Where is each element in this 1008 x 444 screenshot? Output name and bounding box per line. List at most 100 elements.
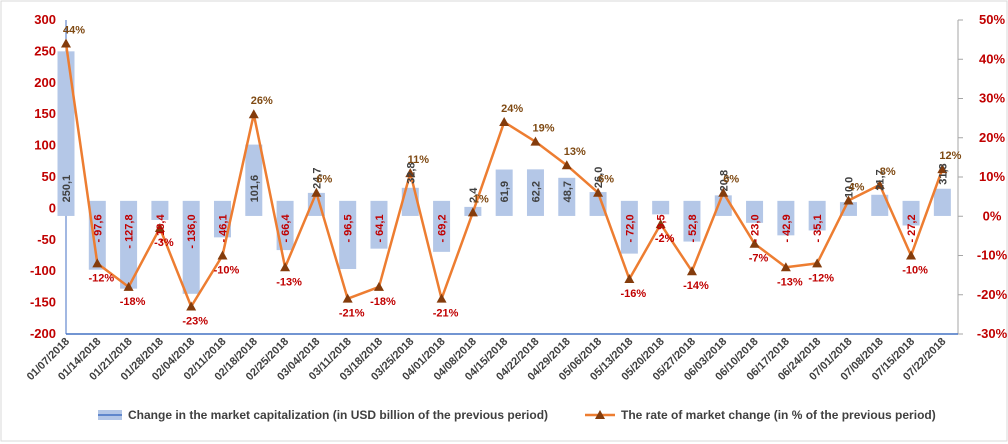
rate-value-label: -7% [749, 253, 769, 265]
bar-value-label: - 97,6 [92, 214, 104, 242]
rate-marker [780, 262, 791, 272]
bar-value-label: 250,1 [61, 175, 73, 203]
rate-value-label: 44% [63, 25, 85, 37]
bar-value-label: - 35,1 [812, 214, 824, 242]
bar-value-label: - 27,2 [906, 214, 918, 242]
bar-value-label: - 9,5 [656, 214, 668, 236]
bar-value-label: 21,7 [875, 169, 887, 190]
rate-value-label: -13% [276, 276, 302, 288]
bar [902, 200, 920, 226]
rate-value-label: -2% [655, 233, 675, 245]
right-tick-label: 40% [979, 51, 1005, 66]
left-tick-label: 100 [34, 138, 56, 153]
rate-marker [467, 207, 478, 217]
bar-value-label: 32,8 [405, 162, 417, 183]
rate-value-label: -14% [683, 280, 709, 292]
bar-value-label: - 136,0 [186, 214, 198, 248]
bar [652, 200, 670, 215]
bar [245, 144, 263, 216]
bar [339, 200, 357, 270]
rate-value-label: -18% [370, 296, 396, 308]
rate-value-label: -10% [902, 265, 928, 277]
bar [120, 200, 138, 289]
rate-marker [812, 258, 823, 268]
bar [182, 200, 200, 294]
rate-value-label: -16% [621, 288, 647, 300]
rate-value-label: -3% [154, 237, 174, 249]
rate-value-label: 4% [849, 182, 865, 194]
rate-value-label: 6% [316, 174, 332, 186]
left-tick-label: 300 [34, 12, 56, 27]
bar [526, 169, 544, 216]
rate-value-label: -23% [182, 316, 208, 328]
bar-value-label: - 42,9 [781, 214, 793, 242]
bar [558, 177, 576, 216]
bar [871, 194, 889, 216]
bar [370, 200, 388, 249]
rate-marker [561, 160, 572, 170]
rate-marker [248, 109, 259, 119]
rate-marker [749, 238, 760, 248]
rate-marker [373, 281, 384, 291]
bar [495, 169, 513, 216]
bar [808, 200, 826, 231]
rate-value-label: -10% [214, 265, 240, 277]
rate-value-label: -18% [120, 296, 146, 308]
bar [213, 200, 231, 238]
bar-value-label: - 23,0 [750, 214, 762, 242]
rate-marker [92, 258, 103, 268]
rate-value-label: 19% [532, 123, 554, 135]
rate-marker [874, 179, 885, 189]
rate-marker [436, 293, 447, 303]
bar-value-label: 62,2 [530, 181, 542, 202]
rate-marker [686, 266, 697, 276]
right-tick-label: -20% [977, 287, 1008, 302]
bar-value-label: - 64,1 [374, 214, 386, 242]
bar-value-label: 31,3 [937, 163, 949, 184]
bar [933, 188, 951, 216]
right-tick-label: 30% [979, 91, 1005, 106]
bar-value-label: - 96,5 [343, 214, 355, 242]
rate-marker [61, 38, 71, 48]
bar-value-label: 2,4 [468, 187, 480, 203]
right-tick-label: -30% [977, 326, 1008, 341]
bar-value-label: - 46,1 [217, 214, 229, 242]
bar-value-label: - 52,8 [687, 214, 699, 242]
bar-value-label: 24,7 [311, 167, 323, 188]
bar [433, 200, 451, 252]
rate-marker [123, 281, 134, 291]
bar-value-label: - 66,4 [280, 214, 292, 243]
left-tick-label: 0 [49, 200, 56, 215]
rate-value-label: -12% [88, 272, 114, 284]
rate-marker [906, 250, 917, 260]
bar [57, 51, 75, 216]
bar-value-label: - 127,8 [124, 214, 136, 248]
left-tick-label: 150 [34, 106, 56, 121]
left-tick-label: -150 [30, 295, 56, 310]
rate-marker [154, 223, 165, 233]
right-tick-label: 0% [983, 208, 1002, 223]
bar-value-label: 10,0 [843, 177, 855, 198]
bar-value-label: 20,8 [718, 170, 730, 191]
rate-marker [280, 262, 291, 272]
left-tick-label: 200 [34, 75, 56, 90]
left-tick-label: 250 [34, 43, 56, 58]
rate-marker [499, 117, 510, 127]
left-tick-label: 50 [42, 169, 56, 184]
rate-value-label: 8% [880, 166, 896, 178]
rate-value-label: 11% [408, 154, 430, 166]
bar-value-label: - 69,2 [437, 214, 449, 242]
bar-value-label: 61,9 [499, 181, 511, 202]
rate-value-label: -13% [777, 276, 803, 288]
bar-value-label: - 18,4 [155, 214, 167, 243]
rate-value-label: 6% [598, 174, 614, 186]
bar [589, 192, 607, 216]
rate-marker [405, 168, 416, 178]
rate-marker [593, 187, 604, 197]
bar [777, 200, 795, 236]
bar-value-label: 26,0 [593, 167, 605, 188]
right-tick-label: 20% [979, 130, 1005, 145]
